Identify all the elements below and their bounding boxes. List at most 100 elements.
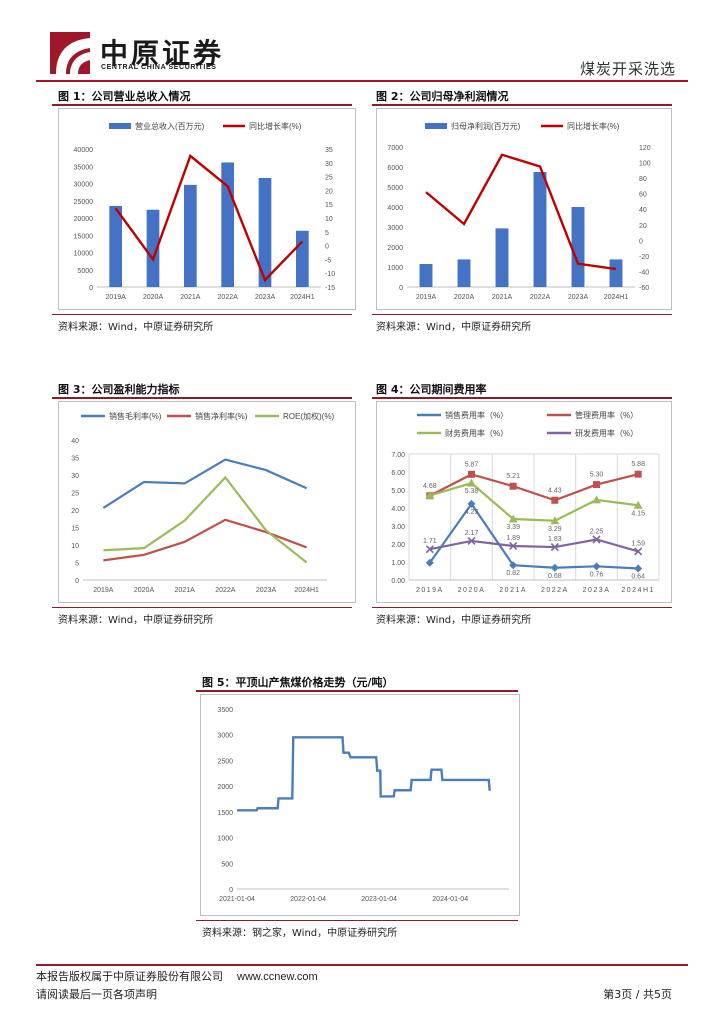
y-right-tick-label: 60 <box>639 192 647 199</box>
website-link[interactable]: www.ccnew.com <box>237 971 318 983</box>
x-tick-label: 2024-01-04 <box>432 896 468 903</box>
header-divider <box>36 80 688 82</box>
figure-5-title: 图 5：平顶山产焦煤价格走势（元/吨） <box>202 676 394 689</box>
data-label: 5.87 <box>465 461 479 468</box>
series-marker <box>425 545 434 554</box>
data-label: 1.83 <box>548 536 562 543</box>
y-right-tick-label: 15 <box>325 202 333 209</box>
x-tick-label: 2021-01-04 <box>219 896 255 903</box>
legend-label: 营业总收入(百万元) <box>135 121 205 131</box>
y-right-tick-label: 80 <box>639 176 647 183</box>
growth-rate-line <box>425 153 617 271</box>
figure-2-panel: 0 1000 2000 3000 4000 5000 6000 7000 -60 -40 -20 0 2… <box>376 108 672 310</box>
section-title: 煤炭开采洗选 <box>579 60 676 78</box>
y-tick-label: 1.00 <box>391 560 405 567</box>
profitability-chart: 0 5 10 15 20 25 30 35 40 2019A 2020A 2021A 2022A 2023… <box>71 411 334 594</box>
y-tick-label: 5.00 <box>391 488 405 495</box>
x-tick-label: 2022A <box>541 587 569 594</box>
y-left-tick-label: 20000 <box>74 216 94 223</box>
y-right-tick-label: 100 <box>639 161 651 168</box>
figure-3-source: 资料来源：Wind，中原证券研究所 <box>58 615 214 626</box>
figure-2-source: 资料来源：Wind，中原证券研究所 <box>376 322 532 333</box>
series-marker <box>509 561 518 570</box>
x-tick-label: 2021A <box>499 587 527 594</box>
y-right-tick-label: 35 <box>325 147 333 154</box>
y-right-tick-label: -15 <box>325 285 335 292</box>
y-tick-label: 25 <box>71 491 79 498</box>
figure-2-title: 图 2：公司归母净利润情况 <box>376 90 509 103</box>
y-right-tick-label: -60 <box>639 285 649 292</box>
y-left-tick-label: 5000 <box>387 185 403 192</box>
data-label: 5.30 <box>590 472 604 479</box>
y-left-tick-label: 10000 <box>74 251 94 258</box>
brand-logo-icon <box>50 32 90 74</box>
series-marker <box>634 547 643 556</box>
y-right-tick-label: 20 <box>639 223 647 230</box>
y-right-tick-label: 5 <box>325 230 329 237</box>
data-label: 0.76 <box>590 571 604 578</box>
figure-4-source-rule <box>372 607 672 608</box>
x-tick-label: 2020A <box>143 294 164 301</box>
x-tick-label: 2023A <box>583 587 611 594</box>
x-tick-label: 2024H1 <box>294 587 319 594</box>
figure-4-source: 资料来源：Wind，中原证券研究所 <box>376 615 532 626</box>
copyright-text: 本报告版权属于中原证券股份有限公司 <box>36 970 223 983</box>
y-tick-label: 3500 <box>217 707 233 714</box>
growth-rate-line <box>114 153 304 283</box>
y-left-tick-label: 2000 <box>387 245 403 252</box>
y-tick-label: 30 <box>71 473 79 480</box>
bar <box>258 177 272 287</box>
data-label: 1.59 <box>631 540 645 547</box>
legend-label: 研发费用率（%） <box>575 428 638 438</box>
series-marker <box>592 562 601 571</box>
y-tick-label: 1500 <box>217 810 233 817</box>
y-right-tick-label: 120 <box>639 145 651 152</box>
legend-label: 销售净利率(%) <box>195 411 248 421</box>
y-right-tick-label: 0 <box>325 244 329 251</box>
y-tick-label: 3.00 <box>391 524 405 531</box>
x-tick-label: 2020A <box>458 587 486 594</box>
series-line <box>102 458 308 509</box>
series-marker <box>468 470 475 478</box>
y-tick-label: 15 <box>71 526 79 533</box>
y-left-tick-label: 0 <box>89 285 93 292</box>
series-marker <box>592 495 601 504</box>
bar <box>495 228 509 287</box>
y-left-tick-label: 40000 <box>74 147 94 154</box>
y-left-tick-label: 15000 <box>74 233 94 240</box>
x-tick-label: 2021A <box>175 587 196 594</box>
footer-copyright: 本报告版权属于中原证券股份有限公司 www.ccnew.com <box>36 968 318 984</box>
y-right-tick-label: -40 <box>639 269 649 276</box>
y-right-tick-label: -20 <box>639 254 649 261</box>
series-marker <box>467 499 476 508</box>
revenue-chart: 0 5000 10000 15000 20000 25000 30000 35000 40000… <box>74 121 336 301</box>
series-marker <box>467 478 476 487</box>
x-tick-label: 2021A <box>492 294 513 301</box>
y-left-tick-label: 7000 <box>387 145 403 152</box>
data-label: 4.23 <box>465 509 479 516</box>
series-marker <box>467 536 476 546</box>
series-marker <box>551 496 559 504</box>
brand-name-cn: 中原证券 <box>100 37 225 70</box>
data-label: 5.88 <box>631 461 645 468</box>
series-marker <box>509 482 517 490</box>
y-tick-label: 4.00 <box>391 506 405 513</box>
data-label: 3.29 <box>548 526 562 533</box>
series-line <box>103 475 308 564</box>
legend-label: 销售费用率（%） <box>445 410 508 420</box>
y-right-tick-label: 10 <box>325 216 333 223</box>
figure-1-source-rule <box>52 314 352 315</box>
data-label: 5.21 <box>506 473 520 480</box>
y-right-tick-label: -10 <box>325 271 335 278</box>
legend-swatch-bar <box>109 123 131 129</box>
figure-2-rule <box>372 104 672 106</box>
figure-3-source-rule <box>52 607 352 608</box>
series-line <box>429 481 639 522</box>
series-marker <box>634 564 643 573</box>
y-tick-label: 0.00 <box>391 578 405 585</box>
series-marker <box>425 558 434 567</box>
legend-label: 同比增长率(%) <box>567 121 620 131</box>
x-tick-label: 2023A <box>568 294 589 301</box>
legend-label: 销售毛利率(%) <box>109 411 162 421</box>
figure-3-rule <box>52 397 352 399</box>
